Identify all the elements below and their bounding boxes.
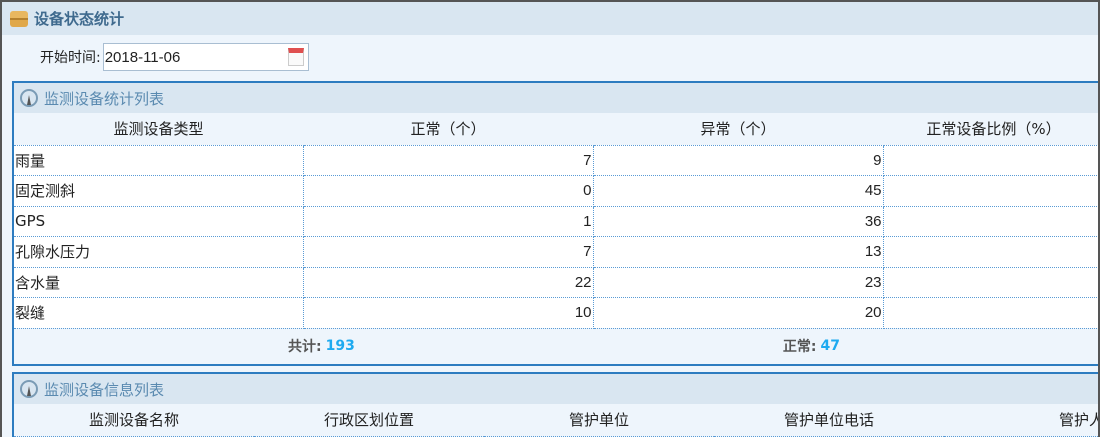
table-cell [883,236,1098,268]
antenna-icon [20,380,38,398]
table-cell: 45 [593,175,884,207]
table-cell [883,175,1098,207]
table-cell: 裂缝 [14,297,304,329]
table-header-row: 监测设备类型 正常（个） 异常（个） 正常设备比例（%） [14,113,1098,146]
table-row[interactable]: 裂缝 10 20 [14,297,1098,329]
table-cell: 22 [303,266,594,298]
window-title: 设备状态统计 [34,10,125,28]
stats-panel-header: 监测设备统计列表 [14,83,1098,113]
stats-summary: 共计: 193 正常: 47 [14,329,1098,364]
table-row[interactable]: 固定测斜 0 45 [14,175,1098,207]
table-cell [883,266,1098,298]
total-label: 共计: [288,339,322,355]
column-header[interactable]: 异常（个） [593,113,883,146]
table-cell [883,144,1098,176]
column-header[interactable]: 正常（个） [303,113,593,146]
calendar-icon[interactable] [287,48,304,66]
table-row[interactable]: 含水量 22 23 [14,266,1098,298]
normal-label: 正常: [782,339,817,355]
start-date-input[interactable]: 2018-11-06 [102,43,309,71]
start-time-label: 开始时间: [40,50,101,66]
table-cell: 13 [593,236,884,268]
table-cell: 10 [303,297,594,329]
column-header[interactable]: 行政区划位置 [254,404,484,437]
stats-panel: 监测设备统计列表 监测设备类型 正常（个） 异常（个） 正常设备比例（%） 雨量… [12,81,1098,366]
table-cell [883,205,1098,237]
window-title-bar: 设备状态统计 [2,2,1098,35]
table-row[interactable]: 雨量 7 9 [14,144,1098,176]
column-header[interactable]: 正常设备比例（%） [883,113,1098,146]
stats-panel-title: 监测设备统计列表 [44,89,165,108]
stats-table: 监测设备类型 正常（个） 异常（个） 正常设备比例（%） 雨量 7 9 固定测斜 0 45… [14,113,1098,329]
table-cell: 1 [303,205,594,237]
column-header[interactable]: 管护人 [944,404,1098,437]
normal-value: 47 [820,338,840,354]
chest-icon [10,10,28,27]
table-cell: 固定测斜 [14,175,304,207]
table-cell: 孔隙水压力 [14,236,304,268]
table-cell: 36 [593,205,884,237]
table-cell: 雨量 [14,144,304,176]
table-cell: 7 [303,236,594,268]
table-row[interactable]: GPS 1 36 [14,205,1098,237]
info-panel: 监测设备信息列表 监测设备名称 行政区划位置 管护单位 管护单位电话 管护人 [12,372,1098,437]
column-header[interactable]: 管护单位 [484,404,714,437]
info-table: 监测设备名称 行政区划位置 管护单位 管护单位电话 管护人 [14,404,1098,437]
table-cell: 9 [593,144,884,176]
table-cell: GPS [14,205,304,237]
table-cell [883,297,1098,329]
antenna-icon [20,89,38,107]
total-value: 193 [325,338,355,354]
table-cell: 23 [593,266,884,298]
start-date-value: 2018-11-06 [104,48,181,66]
filter-bar: 开始时间: 2018-11-06 [2,35,1098,79]
info-panel-header: 监测设备信息列表 [14,374,1098,404]
table-cell: 含水量 [14,266,304,298]
column-header[interactable]: 监测设备类型 [14,113,303,146]
info-panel-title: 监测设备信息列表 [44,380,165,399]
table-row[interactable]: 孔隙水压力 7 13 [14,236,1098,268]
table-cell: 7 [303,144,594,176]
table-cell: 20 [593,297,884,329]
column-header[interactable]: 监测设备名称 [14,404,254,437]
table-cell: 0 [303,175,594,207]
column-header[interactable]: 管护单位电话 [714,404,944,437]
table-header-row: 监测设备名称 行政区划位置 管护单位 管护单位电话 管护人 [14,404,1098,437]
